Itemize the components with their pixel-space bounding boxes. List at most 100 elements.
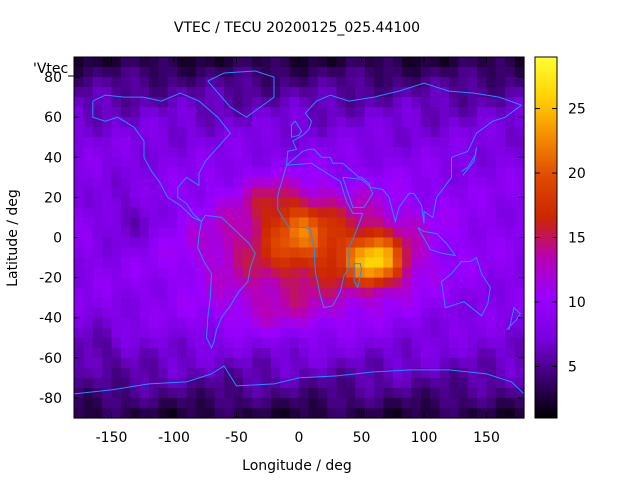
heatmap-cell: [430, 127, 441, 138]
heatmap-cell: [308, 247, 319, 259]
heatmap-cell: [139, 237, 150, 249]
heatmap-cell: [355, 137, 366, 148]
heatmap-cell: [186, 197, 197, 209]
heatmap-cell: [149, 97, 159, 108]
heatmap-cell: [177, 77, 188, 88]
heatmap-cell: [74, 157, 84, 168]
heatmap-cell: [186, 217, 197, 229]
coastline: [417, 227, 457, 257]
heatmap-cell: [149, 337, 159, 349]
heatmap-cell: [345, 227, 356, 239]
heatmap-cell: [505, 287, 516, 299]
heatmap-cell: [505, 227, 516, 239]
heatmap-cell: [261, 157, 272, 168]
heatmap-cell: [242, 57, 253, 68]
heatmap-cell: [224, 267, 234, 279]
heatmap-cell: [477, 77, 488, 88]
heatmap-cell: [430, 307, 441, 319]
heatmap-cell: [495, 177, 506, 188]
heatmap-cell: [374, 397, 384, 409]
heatmap-cell: [439, 387, 450, 399]
heatmap-cell: [383, 87, 394, 98]
heatmap-cell: [514, 377, 525, 389]
heatmap-cell: [195, 347, 206, 359]
heatmap-cell: [420, 377, 431, 389]
heatmap-cell: [158, 287, 169, 299]
heatmap-cell: [402, 407, 413, 419]
heatmap-cell: [449, 317, 459, 329]
heatmap-cell: [280, 257, 291, 269]
heatmap-cell: [270, 297, 281, 309]
heatmap-cell: [83, 67, 94, 78]
heatmap-cell: [92, 147, 103, 158]
heatmap-cell: [120, 187, 131, 198]
heatmap-cell: [289, 287, 300, 299]
heatmap-cell: [383, 277, 394, 289]
heatmap-cell: [280, 367, 291, 379]
heatmap-cell: [439, 347, 450, 359]
heatmap-cell: [439, 357, 450, 369]
heatmap-cell: [205, 397, 216, 409]
heatmap-cell: [74, 227, 84, 239]
heatmap-cell: [449, 97, 459, 108]
heatmap-cell: [270, 247, 281, 259]
heatmap-cell: [120, 367, 131, 379]
heatmap-cell: [317, 147, 328, 158]
heatmap-cell: [420, 57, 431, 68]
heatmap-cell: [308, 217, 319, 229]
heatmap-cell: [383, 157, 394, 168]
heatmap-cell: [261, 67, 272, 78]
heatmap-cell: [74, 147, 84, 158]
heatmap-cell: [205, 237, 216, 249]
heatmap-cell: [139, 137, 150, 148]
heatmap-cell: [486, 167, 497, 178]
heatmap-cell: [449, 117, 459, 128]
heatmap-cell: [186, 377, 197, 389]
heatmap-cell: [514, 397, 525, 409]
heatmap-cell: [233, 97, 244, 108]
heatmap-cell: [449, 327, 459, 339]
heatmap-cell: [364, 317, 375, 329]
heatmap-cell: [130, 237, 141, 249]
heatmap-cell: [420, 177, 431, 188]
heatmap-cell: [167, 207, 178, 219]
heatmap-cell: [289, 307, 300, 319]
heatmap-cell: [477, 137, 488, 148]
heatmap-cell: [205, 357, 216, 369]
heatmap-cell: [130, 197, 141, 209]
heatmap-cell: [486, 197, 497, 209]
heatmap-cell: [186, 127, 197, 138]
heatmap-cell: [364, 287, 375, 299]
heatmap-cell: [467, 267, 478, 279]
heatmap-cell: [364, 327, 375, 339]
heatmap-cell: [177, 187, 188, 198]
heatmap-cell: [495, 347, 506, 359]
heatmap-cell: [299, 277, 309, 289]
y-tick-label: -80: [39, 391, 62, 407]
heatmap-cell: [92, 347, 103, 359]
heatmap-cell: [495, 317, 506, 329]
heatmap-cell: [214, 367, 225, 379]
heatmap-cell: [270, 107, 281, 118]
heatmap-cell: [420, 337, 431, 349]
heatmap-cell: [205, 387, 216, 399]
heatmap-cell: [120, 197, 131, 209]
heatmap-cell: [486, 247, 497, 259]
heatmap-cell: [224, 297, 234, 309]
heatmap-cell: [477, 287, 488, 299]
heatmap-cell: [308, 57, 319, 68]
heatmap-cell: [195, 287, 206, 299]
heatmap-cell: [92, 137, 103, 148]
heatmap-cell: [392, 107, 403, 118]
heatmap-cell: [92, 207, 103, 219]
coastline: [461, 147, 477, 176]
heatmap-cell: [92, 257, 103, 269]
heatmap-cell: [467, 187, 478, 198]
heatmap-cell: [139, 307, 150, 319]
heatmap-cell: [280, 127, 291, 138]
heatmap-cell: [495, 377, 506, 389]
heatmap-cell: [477, 127, 488, 138]
heatmap-cell: [374, 267, 384, 279]
